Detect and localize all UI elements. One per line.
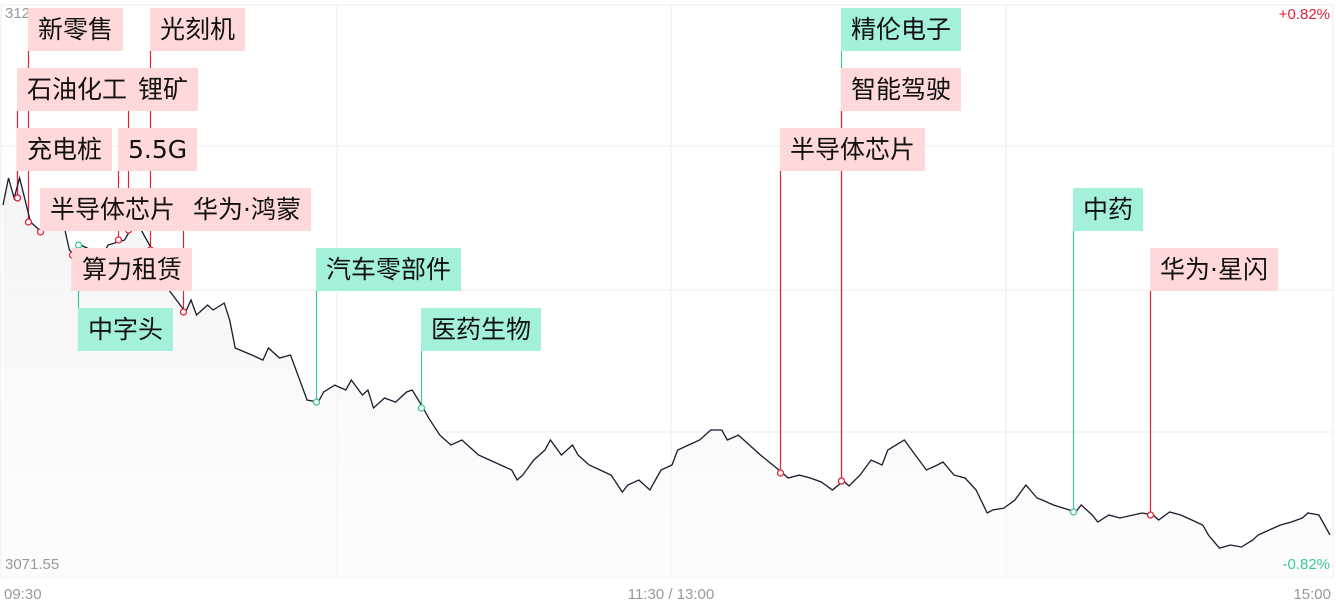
annotation-marker	[24, 218, 33, 226]
annotation-label[interactable]: 汽车零部件	[316, 248, 462, 291]
annotation-marker	[13, 194, 22, 202]
annotation-marker	[179, 308, 188, 316]
annotation-marker	[837, 477, 846, 485]
annotation-label[interactable]: 5.5G	[118, 128, 198, 171]
annotation-label[interactable]: 中药	[1073, 188, 1144, 231]
annotation-marker	[417, 404, 426, 412]
pct-max-label: +0.82%	[1279, 6, 1330, 23]
y-min-label: 3071.55	[5, 556, 59, 573]
annotation-label[interactable]: 中字头	[78, 308, 174, 351]
pct-min-label: -0.82%	[1282, 556, 1330, 573]
price-area	[3, 178, 1330, 577]
annotation-marker	[312, 398, 321, 406]
annotation-label[interactable]: 华为·星闪	[1150, 248, 1278, 291]
annotation-marker	[114, 236, 123, 244]
annotation-label[interactable]: 智能驾驶	[841, 68, 962, 111]
annotation-label[interactable]: 华为·鸿蒙	[183, 188, 311, 231]
annotation-label[interactable]: 医药生物	[421, 308, 542, 351]
annotation-label[interactable]: 算力租赁	[72, 248, 193, 291]
annotation-label[interactable]: 半导体芯片	[40, 188, 186, 231]
price-line	[2, 175, 1331, 549]
annotation-marker	[1069, 508, 1078, 516]
annotation-label[interactable]: 光刻机	[150, 8, 246, 51]
annotation-label[interactable]: 新零售	[28, 8, 124, 51]
annotation-marker	[1146, 511, 1155, 519]
annotation-label[interactable]: 充电桩	[17, 128, 113, 171]
annotation-label[interactable]: 精伦电子	[841, 8, 962, 51]
annotation-label[interactable]: 锂矿	[128, 68, 199, 111]
annotation-label[interactable]: 半导体芯片	[780, 128, 926, 171]
x-tick-open: 09:30	[4, 586, 42, 603]
annotation-marker	[776, 469, 785, 477]
x-tick-close: 15:00	[1293, 586, 1331, 603]
annotation-label[interactable]: 石油化工	[17, 68, 138, 111]
x-tick-midday: 11:30 / 13:00	[628, 586, 714, 603]
